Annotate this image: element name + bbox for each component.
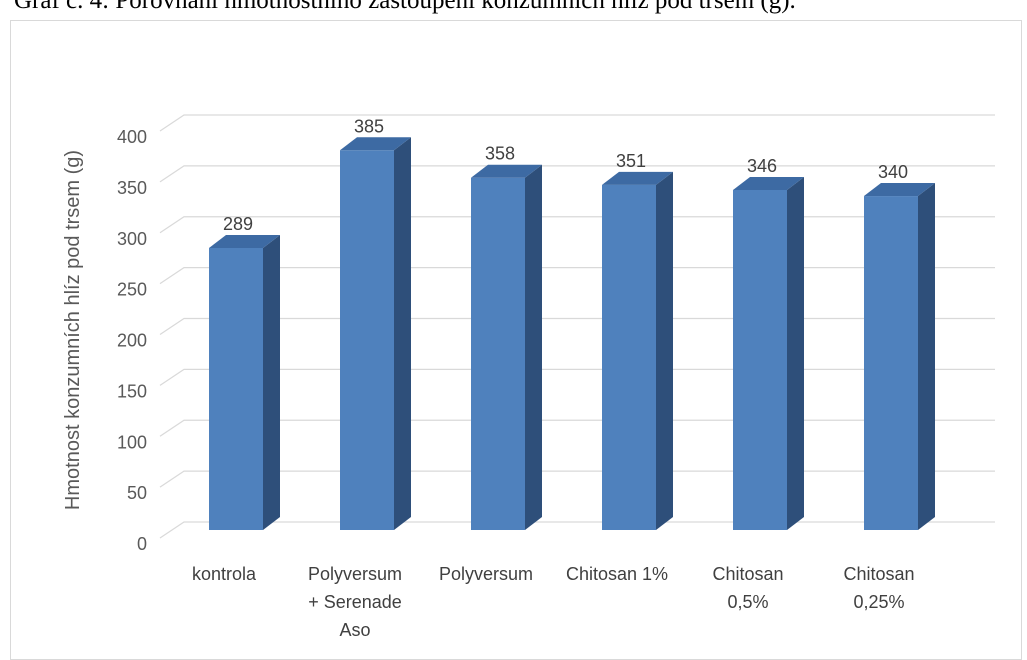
figure-caption: Graf č. 4: Porovnání hmotnostního zastou…: [14, 0, 796, 14]
x-tick-label: Chitosan: [712, 564, 783, 584]
gridline: [159, 317, 995, 335]
gridline: [159, 216, 995, 234]
y-tick-label: 350: [117, 178, 147, 198]
y-tick-label: 100: [117, 432, 147, 452]
data-label: 358: [485, 144, 515, 164]
bar-front: [864, 196, 918, 531]
y-tick-label: 250: [117, 280, 147, 300]
gridline: [159, 419, 995, 437]
x-tick-label: 0,25%: [853, 592, 904, 612]
x-tick-label: kontrola: [192, 564, 257, 584]
bar-front: [471, 177, 525, 531]
x-tick-label: Polyversum: [308, 564, 402, 584]
gridline: [159, 267, 995, 285]
y-axis-title: Hmotnost konzumních hlíz pod trsem (g): [62, 150, 84, 510]
y-tick-label: 150: [117, 381, 147, 401]
floor-guide: [160, 514, 184, 538]
x-tick-label: Aso: [339, 620, 370, 640]
bar-top: [864, 183, 935, 197]
y-tick-label: 0: [137, 534, 147, 554]
data-label: 289: [223, 214, 253, 234]
bar-front: [209, 247, 263, 530]
y-tick-label: 300: [117, 229, 147, 249]
bar-front: [340, 150, 394, 530]
x-tick-label: Polyversum: [439, 564, 533, 584]
bar-side: [394, 137, 411, 530]
y-tick-label: 200: [117, 331, 147, 351]
x-tick-label: 0,5%: [727, 592, 768, 612]
bar-top: [602, 171, 673, 185]
y-tick-label: 400: [117, 127, 147, 147]
gridline: [159, 470, 995, 488]
bar-top: [340, 137, 411, 151]
x-tick-label: + Serenade: [308, 592, 402, 612]
bar-top: [733, 176, 804, 190]
bar-side: [918, 183, 935, 531]
gridline: [159, 368, 995, 386]
data-label: 385: [354, 116, 384, 136]
data-label: 340: [878, 162, 908, 182]
data-label: 351: [616, 151, 646, 171]
gridline: [159, 521, 995, 539]
gridline: [159, 114, 995, 132]
bar-side: [525, 164, 542, 531]
bar-front: [733, 189, 787, 530]
bar-side: [656, 171, 673, 531]
bar-side: [263, 234, 280, 530]
x-tick-label: Chitosan: [843, 564, 914, 584]
gridline: [159, 165, 995, 183]
bar-side: [787, 176, 804, 530]
bar-front: [602, 184, 656, 531]
x-tick-label: Chitosan 1%: [566, 564, 668, 584]
bar-top: [471, 164, 542, 178]
data-label: 346: [747, 156, 777, 176]
bar-top: [209, 234, 280, 248]
y-tick-label: 50: [127, 483, 147, 503]
